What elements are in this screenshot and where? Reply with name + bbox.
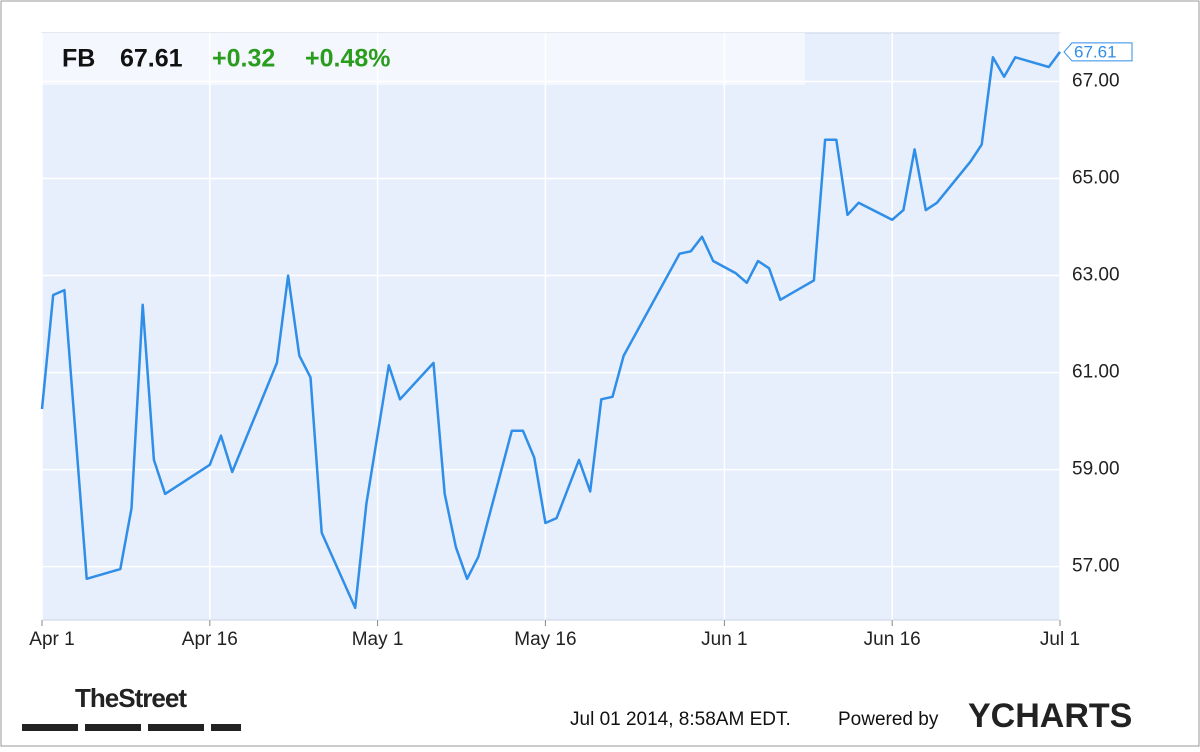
x-tick-label: Apr 16 <box>182 629 238 650</box>
x-tick-label: May 1 <box>352 629 404 650</box>
logo-bar <box>85 724 141 731</box>
change-pct: +0.48% <box>305 45 391 73</box>
y-tick-label: 59.00 <box>1072 459 1120 480</box>
y-tick-label: 61.00 <box>1072 362 1120 383</box>
plot-area <box>41 32 1061 621</box>
logo-bar <box>22 724 78 731</box>
header-band <box>42 33 805 85</box>
symbol: FB <box>62 45 95 73</box>
last-value-callout <box>1063 42 1133 62</box>
x-tick-label: Apr 1 <box>29 629 74 650</box>
source-logo: TheStreet <box>75 683 187 713</box>
y-tick-label: 63.00 <box>1072 265 1120 286</box>
x-tick-label: Jul 1 <box>1040 629 1080 650</box>
logo-bar <box>148 724 204 731</box>
price: 67.61 <box>120 45 183 73</box>
logo-bar <box>211 724 241 731</box>
change: +0.32 <box>212 45 275 73</box>
series <box>40 51 1062 610</box>
x-tick-label: Jun 1 <box>701 629 747 650</box>
last-value-label: 67.61 <box>1074 42 1117 61</box>
powered-by: Powered by <box>838 709 939 730</box>
timestamp: Jul 01 2014, 8:58AM EDT. <box>570 709 791 730</box>
brand-logo: YCHARTS <box>968 697 1132 735</box>
price-line <box>40 51 1062 610</box>
y-tick-label: 57.00 <box>1072 556 1120 577</box>
x-tick-label: May 16 <box>514 629 576 650</box>
y-tick-label: 65.00 <box>1072 168 1120 189</box>
y-tick-label: 67.00 <box>1072 71 1120 92</box>
grid <box>41 33 1061 620</box>
x-tick-label: Jun 16 <box>864 629 921 650</box>
